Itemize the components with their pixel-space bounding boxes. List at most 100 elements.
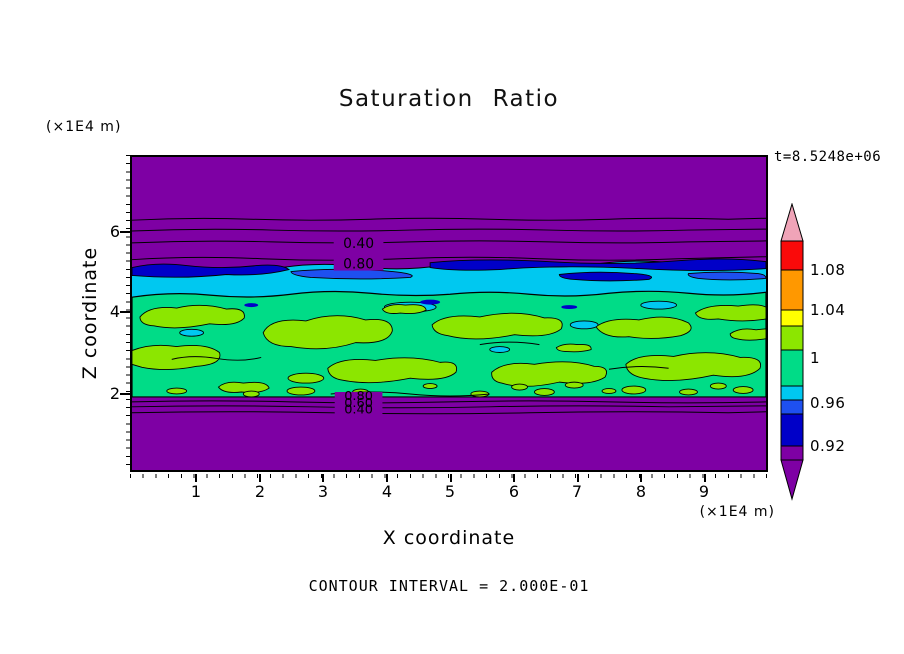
contour-label: 0.80 bbox=[343, 257, 374, 273]
colorbar bbox=[780, 203, 804, 501]
x-major-tick bbox=[322, 474, 324, 482]
x-major-tick bbox=[450, 474, 452, 482]
contour-line bbox=[132, 228, 766, 232]
chartreuse-blob bbox=[327, 357, 458, 384]
chartreuse-blob bbox=[511, 383, 528, 391]
colorbar-segment-orange bbox=[780, 269, 804, 311]
blue-streak bbox=[687, 271, 766, 281]
chartreuse-blob bbox=[286, 386, 316, 396]
navy-speck bbox=[244, 303, 259, 308]
x-tick-label: 6 bbox=[508, 482, 520, 501]
colorbar-segment-purple bbox=[780, 445, 804, 461]
navy-streak bbox=[558, 271, 652, 282]
colorbar-segment-cyan bbox=[780, 385, 804, 401]
y-tick-label: 6 bbox=[109, 222, 120, 241]
chartreuse-blob bbox=[625, 352, 762, 381]
label-mask bbox=[333, 236, 384, 250]
x-major-tick bbox=[259, 474, 261, 482]
lower-contour-lines bbox=[132, 400, 766, 415]
contour-field-svg: 0.40 0.80 0.80 0.60 0.40 bbox=[132, 157, 766, 470]
x-tick-label: 4 bbox=[381, 482, 393, 501]
colorbar-segment-navy bbox=[780, 413, 804, 447]
contour-line bbox=[132, 256, 766, 261]
chartreuse-blob bbox=[694, 304, 766, 322]
label-mask bbox=[333, 257, 384, 271]
y-tick-label: 4 bbox=[109, 302, 120, 321]
colorbar-label: 0.92 bbox=[810, 437, 846, 455]
contour-line bbox=[132, 411, 766, 415]
chartreuse-blob bbox=[262, 315, 393, 350]
contour-line bbox=[132, 405, 766, 409]
contour-label: 0.80 bbox=[344, 389, 373, 404]
y-major-tick bbox=[120, 311, 130, 313]
cyan-patch bbox=[179, 328, 204, 337]
contour-label: 0.60 bbox=[344, 396, 373, 411]
chartreuse-blob bbox=[621, 385, 647, 395]
colorbar-segment-green bbox=[780, 349, 804, 387]
contour-squiggle bbox=[171, 356, 262, 361]
contour-line bbox=[132, 400, 766, 404]
y-major-tick bbox=[120, 393, 130, 395]
chartreuse-blob bbox=[242, 390, 260, 398]
contour-squiggle bbox=[479, 341, 540, 346]
chartreuse-blob bbox=[132, 344, 221, 370]
chartreuse-blobs bbox=[132, 304, 766, 398]
contour-line bbox=[132, 240, 766, 244]
x-tick-label: 2 bbox=[254, 482, 266, 501]
chartreuse-blob bbox=[431, 312, 563, 340]
chartreuse-blob bbox=[534, 388, 555, 396]
colorbar-label: 1 bbox=[810, 349, 821, 367]
x-tick-label: 5 bbox=[444, 482, 456, 501]
colorbar-segment-pink bbox=[780, 203, 804, 242]
contour-label: 0.40 bbox=[344, 403, 373, 418]
chartreuse-blob bbox=[217, 381, 270, 393]
colorbar-segment-red bbox=[780, 240, 804, 271]
chartreuse-blob bbox=[709, 382, 727, 390]
x-major-tick bbox=[640, 474, 642, 482]
x-major-tick bbox=[195, 474, 197, 482]
contour-labels: 0.40 0.80 0.80 0.60 0.40 bbox=[333, 236, 384, 418]
chartreuse-blob bbox=[491, 361, 608, 387]
x-major-tick bbox=[704, 474, 706, 482]
chartreuse-blob bbox=[555, 343, 592, 353]
green-band bbox=[132, 290, 766, 398]
page-title: Saturation Ratio bbox=[338, 86, 560, 112]
x-tick-label: 1 bbox=[190, 482, 202, 501]
chartreuse-blob bbox=[139, 304, 245, 329]
chartreuse-blob bbox=[166, 387, 188, 395]
label-mask bbox=[334, 391, 383, 416]
contour-interval-label: CONTOUR INTERVAL = 2.000E-01 bbox=[308, 577, 590, 595]
plot-area: 0.40 0.80 0.80 0.60 0.40 bbox=[130, 155, 768, 472]
navy-speck bbox=[420, 299, 441, 305]
navy-streaks bbox=[132, 258, 766, 282]
colorbar-segment-purple-tip bbox=[780, 459, 804, 501]
blue-streaks bbox=[290, 268, 766, 281]
chartreuse-blob bbox=[595, 316, 692, 339]
upper-contour-lines bbox=[132, 217, 766, 261]
colorbar-segment-yellow-green bbox=[780, 325, 804, 351]
y-major-tick bbox=[120, 231, 130, 233]
colorbar-label: 1.04 bbox=[810, 301, 846, 319]
y-minor-ticks bbox=[126, 155, 130, 472]
x-major-tick bbox=[513, 474, 515, 482]
cyan-patch bbox=[569, 320, 599, 330]
chartreuse-blob bbox=[381, 304, 427, 315]
x-tick-label: 7 bbox=[571, 482, 583, 501]
navy-streak bbox=[429, 258, 766, 271]
colorbar-segment-yellow bbox=[780, 309, 804, 327]
contour-squiggle bbox=[608, 366, 669, 370]
chartreuse-blob bbox=[601, 388, 617, 394]
time-label: t=8.5248e+06 bbox=[774, 149, 882, 165]
x-tick-label: 9 bbox=[698, 482, 710, 501]
chartreuse-blob bbox=[564, 381, 584, 389]
navy-specks bbox=[244, 299, 578, 310]
cyan-patch bbox=[640, 300, 678, 310]
y-tick-label: 2 bbox=[109, 384, 120, 403]
x-axis-unit: (×1E4 m) bbox=[699, 504, 775, 520]
x-tick-label: 3 bbox=[317, 482, 329, 501]
chartreuse-blob bbox=[679, 388, 698, 396]
cyan-patch bbox=[489, 346, 511, 353]
x-major-tick bbox=[577, 474, 579, 482]
contour-line bbox=[132, 217, 766, 221]
